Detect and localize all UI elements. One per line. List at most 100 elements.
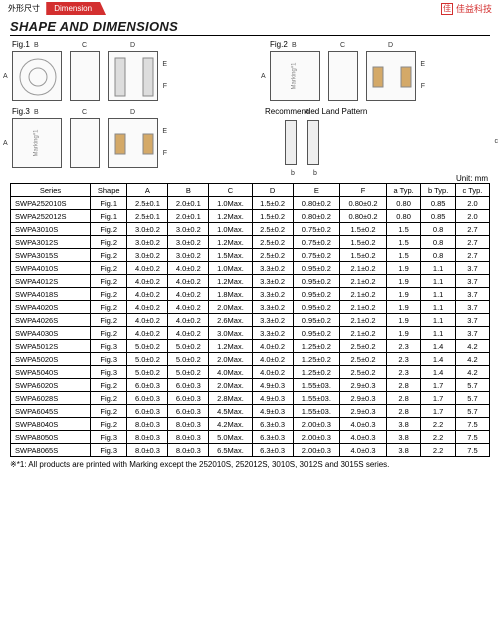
table-cell: 5.0±0.2 xyxy=(127,340,168,353)
dim-e2: E xyxy=(420,61,425,68)
table-cell: 2.5±0.1 xyxy=(127,197,168,210)
table-cell: 3.3±0.2 xyxy=(252,275,293,288)
dim-c-land: c xyxy=(495,138,499,145)
dimension-tab: Dimension xyxy=(46,2,106,15)
table-cell: 3.7 xyxy=(455,288,489,301)
table-cell: 1.5Max. xyxy=(209,249,252,262)
table-cell: 7.5 xyxy=(455,444,489,457)
table-cell: 4.0±0.2 xyxy=(168,275,209,288)
table-cell: 8.0±0.3 xyxy=(127,444,168,457)
table-row: SWPA5012SFig.35.0±0.25.0±0.21.2Max.4.0±0… xyxy=(11,340,490,353)
table-cell: 2.0±0.1 xyxy=(168,210,209,223)
figures-row-2: Fig.3 B A Marking*1 C D E F xyxy=(0,101,500,172)
table-cell: SWPA3015S xyxy=(11,249,91,262)
table-cell: 1.0Max. xyxy=(209,197,252,210)
header-bar: 外形尺寸 Dimension 佳 佳益科技 xyxy=(0,0,500,17)
fig1-side-view xyxy=(70,51,100,101)
table-cell: 0.85 xyxy=(421,197,456,210)
table-cell: 2.3 xyxy=(386,353,421,366)
table-header-cell: Shape xyxy=(91,184,127,197)
table-cell: Fig.3 xyxy=(91,353,127,366)
table-cell: 5.7 xyxy=(455,405,489,418)
table-cell: 5.0±0.2 xyxy=(168,353,209,366)
table-cell: 1.9 xyxy=(386,275,421,288)
table-header-cell: A xyxy=(127,184,168,197)
table-cell: 2.5±0.2 xyxy=(252,236,293,249)
table-cell: 2.5±0.2 xyxy=(252,223,293,236)
table-cell: 8.0±0.3 xyxy=(127,431,168,444)
table-cell: 4.0±0.2 xyxy=(127,301,168,314)
footnote: ※*1: All products are printed with Marki… xyxy=(0,457,500,472)
fig1-top-view xyxy=(12,51,62,101)
table-cell: 7.5 xyxy=(455,418,489,431)
table-cell: SWPA252010S xyxy=(11,197,91,210)
table-cell: 0.80 xyxy=(386,197,421,210)
table-cell: 4.2 xyxy=(455,353,489,366)
table-cell: 2.00±0.3 xyxy=(293,444,340,457)
table-cell: 1.4 xyxy=(421,340,456,353)
table-cell: SWPA3010S xyxy=(11,223,91,236)
table-cell: 3.3±0.2 xyxy=(252,262,293,275)
table-row: SWPA3010SFig.23.0±0.23.0±0.21.0Max.2.5±0… xyxy=(11,223,490,236)
table-cell: 6.0±0.3 xyxy=(168,392,209,405)
table-row: SWPA5020SFig.35.0±0.25.0±0.22.0Max.4.0±0… xyxy=(11,353,490,366)
table-cell: Fig.2 xyxy=(91,301,127,314)
table-cell: 0.85 xyxy=(421,210,456,223)
dim-b-land2: b xyxy=(313,170,317,177)
table-header-cell: E xyxy=(293,184,340,197)
table-cell: 1.55±03. xyxy=(293,392,340,405)
dim-f2: F xyxy=(421,83,425,90)
table-cell: 1.7 xyxy=(421,392,456,405)
table-cell: 4.0±0.3 xyxy=(340,431,387,444)
table-cell: 2.9±0.3 xyxy=(340,392,387,405)
table-cell: 1.8Max. xyxy=(209,288,252,301)
dim-b3: B xyxy=(34,109,39,116)
table-cell: 2.9±0.3 xyxy=(340,405,387,418)
table-cell: 0.8 xyxy=(421,236,456,249)
fig3-side-view xyxy=(70,118,100,168)
table-row: SWPA4010SFig.24.0±0.24.0±0.21.0Max.3.3±0… xyxy=(11,262,490,275)
table-cell: 2.7 xyxy=(455,223,489,236)
dim-f: F xyxy=(163,83,167,90)
table-cell: SWPA6020S xyxy=(11,379,91,392)
table-cell: 2.1±0.2 xyxy=(340,314,387,327)
table-cell: 1.5±0.2 xyxy=(340,236,387,249)
table-cell: 7.5 xyxy=(455,431,489,444)
table-cell: 4.0±0.2 xyxy=(168,288,209,301)
fig2-top-view: Marking*1 xyxy=(270,51,320,101)
table-cell: SWPA8065S xyxy=(11,444,91,457)
table-cell: 1.1 xyxy=(421,275,456,288)
table-cell: 4.0±0.2 xyxy=(127,314,168,327)
table-cell: 4.9±0.3 xyxy=(252,379,293,392)
fig1-bottom-view xyxy=(108,51,158,101)
table-cell: 4.9±0.3 xyxy=(252,392,293,405)
table-cell: 2.5±0.2 xyxy=(340,353,387,366)
table-cell: 1.25±0.2 xyxy=(293,340,340,353)
dim-b2: B xyxy=(292,42,297,49)
dim-a2: A xyxy=(261,73,266,80)
table-header-cell: b Typ. xyxy=(421,184,456,197)
table-cell: 1.25±0.2 xyxy=(293,353,340,366)
table-cell: 2.1±0.2 xyxy=(340,288,387,301)
table-cell: 4.0±0.2 xyxy=(252,353,293,366)
table-cell: SWPA4026S xyxy=(11,314,91,327)
table-cell: 1.5 xyxy=(386,223,421,236)
table-cell: 1.4 xyxy=(421,366,456,379)
table-cell: SWPA252012S xyxy=(11,210,91,223)
table-cell: 1.55±03. xyxy=(293,405,340,418)
table-cell: 1.1 xyxy=(421,301,456,314)
table-cell: 6.0±0.3 xyxy=(127,405,168,418)
dim-b: B xyxy=(34,42,39,49)
table-cell: 2.1±0.2 xyxy=(340,262,387,275)
table-cell: 2.5±0.2 xyxy=(252,249,293,262)
table-cell: 4.0±0.2 xyxy=(168,327,209,340)
table-cell: 5.0Max. xyxy=(209,431,252,444)
table-cell: 3.8 xyxy=(386,431,421,444)
table-cell: SWPA6045S xyxy=(11,405,91,418)
table-cell: SWPA4030S xyxy=(11,327,91,340)
table-cell: 3.0±0.2 xyxy=(127,249,168,262)
table-header-cell: c Typ. xyxy=(455,184,489,197)
fig3-label: Fig.3 xyxy=(12,107,235,116)
dim-e3: E xyxy=(162,128,167,135)
table-cell: 6.0±0.3 xyxy=(127,392,168,405)
